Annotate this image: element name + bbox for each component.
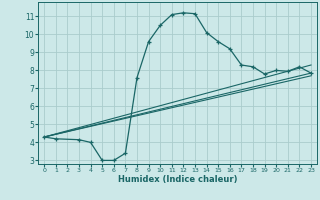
X-axis label: Humidex (Indice chaleur): Humidex (Indice chaleur) [118,175,237,184]
